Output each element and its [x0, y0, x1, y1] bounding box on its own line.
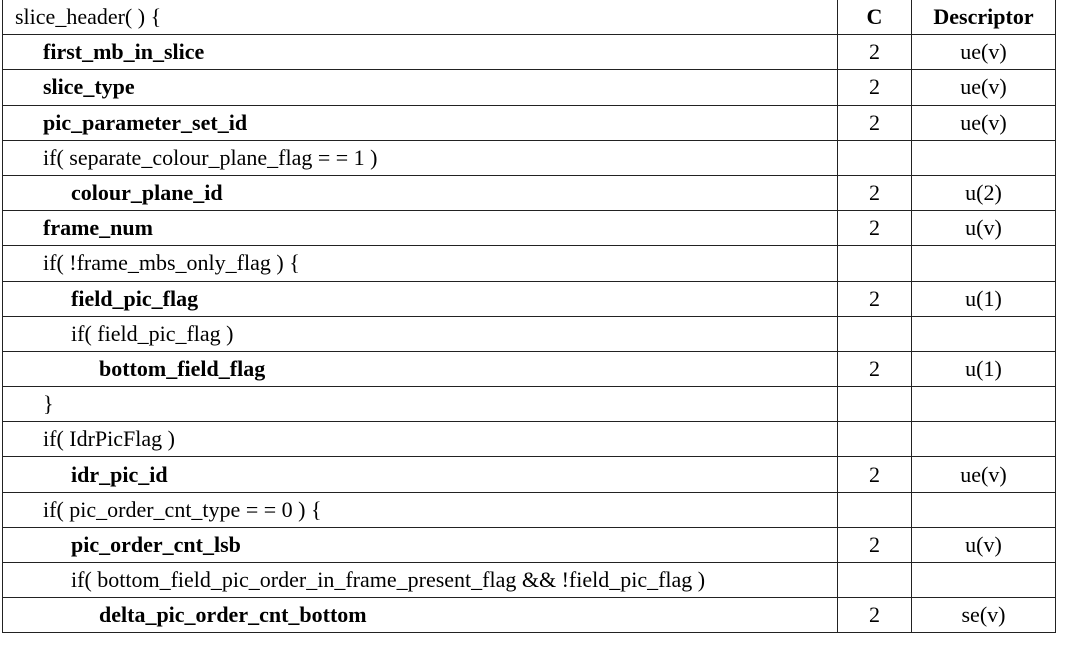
- descriptor-cell: ue(v): [911, 104, 1056, 141]
- table-row: idr_pic_id 2 ue(v): [2, 456, 1056, 493]
- syntax-cell: if( field_pic_flag ): [2, 315, 838, 352]
- category-cell: 2: [837, 174, 912, 212]
- syntax-cell: pic_order_cnt_lsb: [2, 526, 838, 564]
- table-row: first_mb_in_slice 2 ue(v): [2, 34, 1056, 71]
- table-row: colour_plane_id 2 u(2): [2, 174, 1056, 212]
- category-cell: [837, 139, 912, 176]
- table-row: slice_type 2 ue(v): [2, 69, 1056, 106]
- category-cell: [837, 491, 912, 528]
- descriptor-cell: ue(v): [911, 34, 1056, 71]
- syntax-cell: bottom_field_flag: [2, 350, 838, 388]
- table-row: delta_pic_order_cnt_bottom 2 se(v): [2, 597, 1056, 634]
- syntax-cell: first_mb_in_slice: [2, 34, 838, 71]
- syntax-cell: if( pic_order_cnt_type = = 0 ) {: [2, 491, 838, 528]
- syntax-cell: slice_type: [2, 69, 838, 106]
- category-cell: 2: [837, 456, 912, 493]
- category-cell: 2: [837, 526, 912, 564]
- category-cell: 2: [837, 104, 912, 141]
- descriptor-cell: ue(v): [911, 69, 1056, 106]
- table-row: pic_order_cnt_lsb 2 u(v): [2, 526, 1056, 564]
- category-cell: [837, 421, 912, 458]
- table-header-row: slice_header( ) { C Descriptor: [2, 0, 1056, 36]
- header-c: C: [837, 0, 912, 36]
- category-cell: [837, 386, 912, 423]
- table-row: pic_parameter_set_id 2 ue(v): [2, 104, 1056, 141]
- descriptor-cell: u(v): [911, 526, 1056, 564]
- descriptor-cell: [911, 386, 1056, 423]
- table-row: if( IdrPicFlag ): [2, 421, 1056, 458]
- table-row: field_pic_flag 2 u(1): [2, 280, 1056, 317]
- header-syntax: slice_header( ) {: [2, 0, 838, 36]
- category-cell: 2: [837, 350, 912, 388]
- category-cell: 2: [837, 34, 912, 71]
- descriptor-cell: [911, 421, 1056, 458]
- category-cell: 2: [837, 69, 912, 106]
- descriptor-cell: u(1): [911, 350, 1056, 388]
- descriptor-cell: u(v): [911, 210, 1056, 247]
- syntax-cell: if( bottom_field_pic_order_in_frame_pres…: [2, 561, 838, 599]
- category-cell: [837, 245, 912, 282]
- table-row: if( !frame_mbs_only_flag ) {: [2, 245, 1056, 282]
- syntax-cell: colour_plane_id: [2, 174, 838, 212]
- descriptor-cell: u(1): [911, 280, 1056, 317]
- descriptor-cell: [911, 561, 1056, 599]
- syntax-cell: idr_pic_id: [2, 456, 838, 493]
- descriptor-cell: [911, 491, 1056, 528]
- descriptor-cell: u(2): [911, 174, 1056, 212]
- table-row: frame_num 2 u(v): [2, 210, 1056, 247]
- descriptor-cell: [911, 245, 1056, 282]
- table-row: if( field_pic_flag ): [2, 315, 1056, 352]
- category-cell: 2: [837, 280, 912, 317]
- syntax-cell: if( !frame_mbs_only_flag ) {: [2, 245, 838, 282]
- table-row: }: [2, 386, 1056, 423]
- syntax-cell: frame_num: [2, 210, 838, 247]
- syntax-cell: delta_pic_order_cnt_bottom: [2, 597, 838, 634]
- category-cell: [837, 561, 912, 599]
- syntax-cell: field_pic_flag: [2, 280, 838, 317]
- header-descriptor: Descriptor: [911, 0, 1056, 36]
- syntax-cell: }: [2, 386, 838, 423]
- descriptor-cell: se(v): [911, 597, 1056, 634]
- descriptor-cell: ue(v): [911, 456, 1056, 493]
- category-cell: 2: [837, 597, 912, 634]
- descriptor-cell: [911, 315, 1056, 352]
- category-cell: [837, 315, 912, 352]
- syntax-cell: if( separate_colour_plane_flag = = 1 ): [2, 139, 838, 176]
- descriptor-cell: [911, 139, 1056, 176]
- table-row: if( separate_colour_plane_flag = = 1 ): [2, 139, 1056, 176]
- table-row: if( pic_order_cnt_type = = 0 ) {: [2, 491, 1056, 528]
- slice-header-syntax-table: slice_header( ) { C Descriptor first_mb_…: [2, 0, 1056, 634]
- syntax-cell: pic_parameter_set_id: [2, 104, 838, 141]
- category-cell: 2: [837, 210, 912, 247]
- table-row: bottom_field_flag 2 u(1): [2, 350, 1056, 388]
- table-row: if( bottom_field_pic_order_in_frame_pres…: [2, 561, 1056, 599]
- syntax-cell: if( IdrPicFlag ): [2, 421, 838, 458]
